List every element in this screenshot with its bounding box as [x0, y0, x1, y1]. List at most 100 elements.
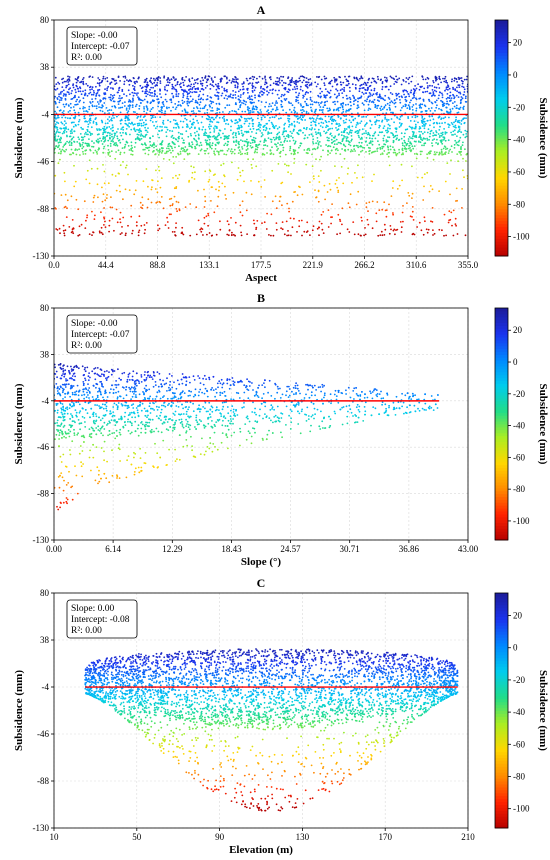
data-point	[426, 157, 429, 159]
data-point	[59, 425, 61, 427]
data-point	[163, 88, 166, 91]
data-point	[220, 164, 223, 167]
data-point	[58, 93, 60, 96]
data-point	[294, 140, 297, 143]
colorbar-segment	[495, 129, 508, 133]
data-point	[440, 141, 443, 144]
data-point	[127, 173, 129, 176]
data-point	[207, 180, 210, 183]
data-point	[323, 82, 326, 84]
data-point	[373, 132, 376, 135]
data-point	[84, 131, 87, 134]
data-point	[361, 91, 364, 94]
data-point	[383, 201, 386, 204]
data-point	[169, 145, 172, 147]
data-point	[403, 89, 406, 91]
data-point	[194, 99, 197, 102]
data-point	[140, 137, 143, 140]
data-point	[282, 76, 284, 78]
data-point	[92, 231, 95, 234]
data-point	[404, 128, 407, 131]
data-point	[145, 119, 147, 122]
data-point	[226, 118, 228, 121]
colorbar-segment	[495, 191, 508, 195]
data-point	[172, 177, 174, 179]
data-point	[202, 79, 205, 82]
data-point	[335, 152, 337, 155]
data-point	[177, 100, 180, 103]
data-point	[428, 100, 431, 102]
data-point	[345, 78, 348, 81]
colorbar-segment	[495, 117, 508, 121]
data-point	[86, 84, 89, 87]
data-point	[421, 85, 423, 88]
data-point	[162, 207, 165, 210]
data-point	[298, 219, 301, 222]
data-point	[263, 179, 266, 181]
data-point	[173, 77, 175, 79]
data-point	[119, 460, 121, 462]
data-point	[86, 145, 89, 148]
data-point	[168, 106, 170, 109]
data-point	[338, 94, 340, 97]
data-point	[367, 146, 370, 149]
data-point	[351, 150, 354, 153]
data-point	[424, 138, 426, 140]
data-point	[97, 77, 100, 79]
data-point	[268, 127, 271, 130]
data-point	[168, 402, 170, 405]
data-point	[203, 222, 206, 225]
y-tick-label: -130	[33, 251, 50, 261]
data-point	[240, 94, 242, 96]
data-point	[246, 131, 249, 133]
data-point	[228, 104, 231, 106]
data-point	[246, 148, 249, 150]
data-point	[451, 107, 454, 110]
data-point	[335, 138, 338, 141]
colorbar-segment	[495, 135, 508, 139]
data-point	[260, 118, 263, 121]
data-point	[61, 86, 64, 88]
data-point	[326, 94, 328, 96]
data-point	[135, 92, 137, 95]
data-point	[123, 105, 126, 107]
data-point	[186, 93, 189, 96]
data-point	[111, 124, 114, 126]
data-point	[175, 208, 178, 210]
data-point	[458, 108, 461, 110]
data-point	[398, 77, 401, 80]
data-point	[58, 82, 61, 85]
data-point	[426, 139, 429, 141]
data-point	[206, 109, 209, 111]
data-point	[307, 78, 310, 81]
data-point	[209, 131, 212, 134]
data-point	[350, 135, 353, 137]
data-point	[111, 133, 113, 136]
data-point	[423, 127, 426, 130]
data-point	[362, 93, 365, 95]
data-point	[412, 88, 415, 90]
data-point	[421, 144, 423, 147]
data-point	[182, 147, 185, 150]
data-point	[87, 123, 90, 126]
data-point	[444, 180, 447, 183]
data-point	[232, 90, 235, 92]
data-point	[224, 135, 226, 138]
data-point	[387, 119, 390, 121]
data-point	[279, 155, 282, 158]
data-point	[68, 144, 71, 147]
data-point	[171, 92, 174, 95]
data-point	[235, 80, 238, 83]
data-point	[359, 395, 362, 397]
data-point	[59, 93, 62, 95]
data-point	[56, 117, 59, 119]
y-tick-label: 80	[40, 15, 50, 25]
data-point	[169, 98, 172, 101]
data-point	[170, 151, 172, 154]
colorbar-segment	[495, 52, 508, 56]
data-point	[168, 79, 171, 82]
data-point	[384, 118, 386, 120]
data-point	[346, 132, 349, 134]
data-point	[363, 132, 365, 135]
data-point	[431, 115, 434, 118]
